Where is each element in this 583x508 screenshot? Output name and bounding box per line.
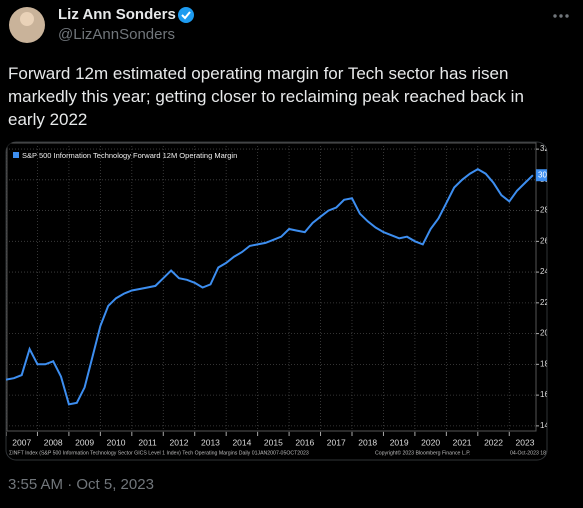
last-value-box xyxy=(536,169,547,182)
y-tick-label: 18.0 xyxy=(540,359,556,368)
x-tick-label: 2021 xyxy=(453,437,472,447)
legend-label: S&P 500 Information Technology Forward 1… xyxy=(22,151,237,160)
y-tick-label: 22.0 xyxy=(540,298,556,307)
timestamp[interactable]: 3:55 AM · Oct 5, 2023 xyxy=(8,476,154,493)
chart-date-stamp: 04-Oct-2023 18:28:2 xyxy=(510,450,558,456)
badge-check xyxy=(181,11,191,20)
tweet-text: Forward 12m estimated operating margin f… xyxy=(8,64,524,129)
y-tick-label: 26.0 xyxy=(540,236,556,245)
author-name[interactable]: Liz Ann Sonders xyxy=(58,6,176,23)
x-tick-label: 2022 xyxy=(484,437,503,447)
x-tick-label: 2011 xyxy=(138,437,157,447)
x-tick-label: 2009 xyxy=(75,437,94,447)
avatar-face xyxy=(20,12,34,26)
x-tick-label: 2020 xyxy=(421,437,440,447)
chart: 14.016.018.020.022.024.026.028.030.032.0… xyxy=(6,142,558,456)
y-tick-label: 32.0 xyxy=(540,144,556,153)
more-menu[interactable] xyxy=(553,14,569,18)
plot-area xyxy=(6,142,537,432)
x-tick-label: 2014 xyxy=(232,437,251,447)
x-tick-label: 2013 xyxy=(201,437,220,447)
y-tick-label: 14.0 xyxy=(540,421,556,430)
author-handle[interactable]: @LizAnnSonders xyxy=(58,26,175,43)
last-value-label: 30.3 xyxy=(538,170,554,179)
verified-badge xyxy=(178,7,194,23)
x-tick-label: 2010 xyxy=(107,437,126,447)
y-tick-label: 28.0 xyxy=(540,206,556,215)
x-tick-label: 2018 xyxy=(358,437,377,447)
x-tick-label: 2023 xyxy=(516,437,535,447)
x-tick-label: 2017 xyxy=(327,437,346,447)
x-tick-label: 2015 xyxy=(264,437,283,447)
chart-copyright: Copyright© 2023 Bloomberg Finance L.P. xyxy=(375,449,470,456)
y-tick-label: 24.0 xyxy=(540,267,556,276)
y-tick-label: 16.0 xyxy=(540,390,556,399)
series-line xyxy=(6,167,534,406)
chart-footer: ΣINFT Index (S&P 500 Information Technol… xyxy=(9,450,309,456)
legend-swatch xyxy=(13,152,19,158)
x-tick-label: 2008 xyxy=(44,437,63,447)
x-tick-label: 2019 xyxy=(390,437,409,447)
x-tick-label: 2007 xyxy=(12,437,31,447)
y-tick-label: 20.0 xyxy=(540,329,556,338)
x-tick-label: 2016 xyxy=(295,437,314,447)
x-tick-label: 2012 xyxy=(170,437,189,447)
